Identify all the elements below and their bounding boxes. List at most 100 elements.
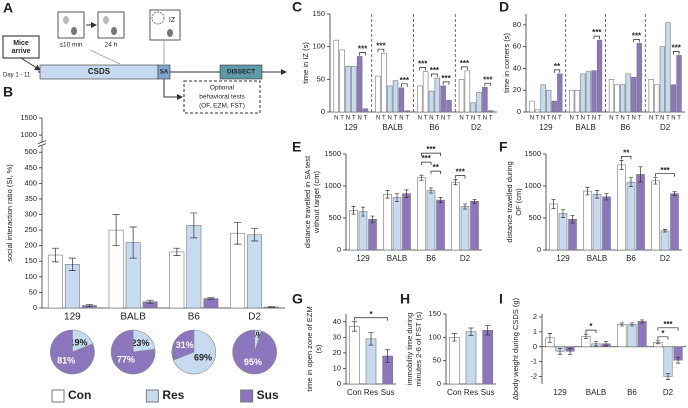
x-tick-label: B6	[626, 254, 636, 263]
y-axis-title: time in IZ (s)	[301, 42, 310, 84]
bar	[659, 46, 665, 113]
subcategory-label: T	[615, 116, 619, 122]
subcategory-label: N	[346, 116, 350, 122]
subcategory-label: T	[382, 116, 386, 122]
y-tick-label: 50	[433, 356, 441, 365]
x-tick-label: 129	[356, 254, 370, 263]
subcategory-label: T	[655, 116, 659, 122]
y-axis-title: immobility time during	[405, 313, 414, 386]
connector	[89, 49, 121, 65]
legend-swatch	[145, 389, 159, 403]
y-axis-title: time in corners (s)	[502, 32, 511, 93]
error-bar	[251, 228, 259, 242]
y-axis-title: OF (cm)	[514, 188, 523, 216]
bar	[449, 337, 460, 385]
significance-label: ***	[460, 59, 470, 68]
significance-label: ***	[483, 75, 493, 84]
significance-label: ***	[456, 168, 466, 177]
x-tick-label: B6	[627, 388, 637, 397]
error-bar	[451, 333, 457, 342]
bar	[365, 338, 377, 385]
legend-label: Sus	[257, 388, 279, 402]
pie-label: 77%	[117, 355, 135, 365]
y-tick-label: 60	[513, 42, 521, 51]
x-tick-label: Con	[347, 388, 362, 397]
bar	[665, 22, 671, 113]
subcategory-label: T	[626, 116, 630, 122]
y-tick-label: 30	[333, 332, 341, 341]
error-bar	[51, 247, 59, 263]
subcategory-label: N	[671, 116, 675, 122]
y-tick-label: 1000	[524, 181, 541, 190]
bar	[345, 65, 351, 113]
bar	[464, 70, 471, 113]
y-tick-label: 40	[513, 63, 521, 72]
x-tick-label: BALB	[587, 254, 607, 263]
y-tick-label: 1500	[324, 149, 341, 158]
x-tick-label: Sus	[481, 388, 495, 397]
significance-bracket	[359, 52, 366, 56]
y-tick-label: 1000	[20, 130, 37, 139]
bar	[608, 79, 615, 113]
bar	[398, 87, 405, 113]
y-axis-title: time in open zone of EZM	[305, 306, 314, 391]
bar	[636, 43, 642, 113]
panel-label: E	[292, 139, 301, 155]
dissect-bar	[219, 64, 263, 80]
error-bar	[438, 197, 443, 203]
bar	[404, 110, 410, 113]
subcategory-label: N	[418, 116, 422, 122]
subcategory-label: T	[477, 116, 481, 122]
bar	[583, 190, 592, 251]
significance-label: ***	[592, 28, 602, 37]
bar	[482, 86, 488, 113]
subcategory-label: N	[334, 116, 338, 122]
significance-bracket	[657, 327, 679, 331]
bar	[574, 89, 580, 113]
subcategory-label: T	[405, 116, 409, 122]
y-axis-title: social interaction ratio (SI, %)	[5, 164, 14, 262]
error-bar	[146, 299, 154, 304]
error-bar	[675, 356, 681, 364]
significance-label: ***	[358, 45, 368, 54]
bar	[476, 92, 482, 113]
significance-bracket	[633, 39, 640, 43]
y-tick-label: 20	[513, 85, 521, 94]
error-bar	[361, 206, 365, 217]
bar	[540, 84, 546, 113]
bar	[670, 84, 677, 113]
y-tick-label: 1000	[324, 181, 341, 190]
error-bar	[419, 174, 424, 181]
bar	[451, 181, 460, 251]
bar	[383, 194, 392, 251]
pie-wedge	[171, 329, 195, 361]
subcategory-label: N	[429, 116, 433, 122]
x-tick-label: BALB	[575, 123, 595, 132]
panel-label: D	[499, 0, 509, 15]
bar	[470, 201, 479, 251]
mouse-icon	[71, 27, 77, 35]
bar	[47, 254, 63, 309]
pie-label: 23%	[131, 338, 149, 348]
error-bar	[129, 226, 137, 259]
significance-label: ***	[418, 60, 428, 69]
bar	[358, 211, 368, 251]
bar	[592, 194, 602, 251]
pie-wedge	[132, 329, 156, 353]
bar	[386, 85, 393, 113]
significance-bracket	[673, 51, 680, 55]
y-tick-label: 0	[33, 303, 37, 312]
bar	[529, 100, 535, 113]
significance-bracket	[431, 73, 438, 78]
significance-bracket	[461, 66, 468, 70]
significance-label: **	[623, 149, 630, 158]
bar	[637, 321, 647, 348]
subcategory-label: T	[587, 116, 591, 122]
error-bar	[463, 203, 467, 210]
significance-label: ***	[430, 66, 440, 75]
subcategory-label: T	[435, 116, 439, 122]
y-tick-label: -2	[530, 372, 537, 381]
significance-bracket	[353, 317, 389, 321]
bar	[402, 193, 411, 251]
error-bar	[603, 341, 609, 347]
